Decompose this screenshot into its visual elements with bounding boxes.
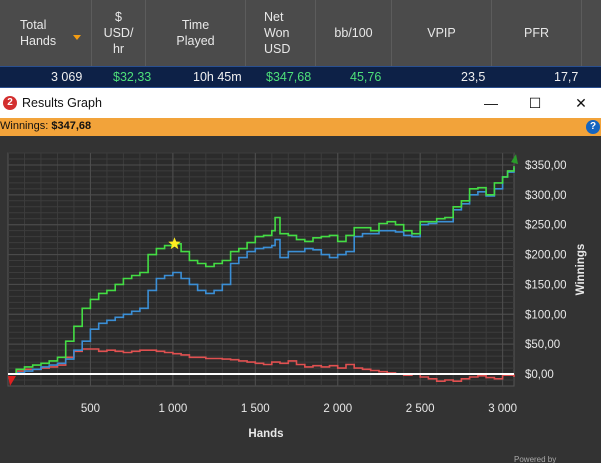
window-titlebar[interactable]: 2 Results Graph — ☐ ✕ [0, 88, 601, 118]
sort-descending-icon[interactable] [73, 35, 81, 40]
stats-table-row[interactable]: 3 069 $32,33 10h 45m $347,68 45,76 23,5 … [0, 66, 601, 88]
close-button[interactable]: ✕ [575, 95, 587, 111]
app-logo-icon: 2 [3, 96, 17, 110]
column-header-bb100[interactable]: bb/100 [316, 0, 392, 66]
cell-vpip: 23,5 [461, 70, 486, 84]
series-line-showdown [8, 167, 515, 375]
minimize-button[interactable]: — [484, 95, 498, 111]
y-tick-label: $50,00 [525, 339, 560, 351]
column-header-total-hands[interactable]: Total Hands [0, 0, 92, 66]
y-tick-label: $350,00 [525, 160, 567, 172]
x-tick-label: 1 000 [158, 403, 187, 415]
winnings-infobar: Winnings: $347,68 ? [0, 118, 601, 136]
series-line-non-showdown [8, 348, 515, 382]
series-line-winnings [8, 166, 515, 375]
x-tick-label: 2 500 [406, 403, 435, 415]
column-header-usd-hr[interactable]: $ USD/hr [92, 0, 146, 66]
peak-star-icon [168, 237, 181, 250]
column-header-net-won[interactable]: Net Won USD [246, 0, 316, 66]
column-header-vpip[interactable]: VPIP [392, 0, 492, 66]
y-tick-label: $100,00 [525, 309, 567, 321]
cell-bb100: 45,76 [350, 70, 382, 84]
y-tick-label: $300,00 [525, 190, 567, 202]
x-tick-label: 2 000 [323, 403, 352, 415]
y-tick-label: $250,00 [525, 220, 567, 232]
x-axis-label: Hands [248, 428, 283, 440]
column-header-pfr[interactable]: PFR [492, 0, 582, 66]
y-tick-label: $0,00 [525, 369, 554, 381]
results-graph[interactable]: $0,00 $50,00 $100,00 $150,00 $200,00 $250,00 $… [0, 136, 601, 463]
x-tick-label: 500 [81, 403, 100, 415]
cell-usd-hr: $32,33 [113, 70, 152, 84]
help-icon[interactable]: ? [586, 120, 600, 134]
x-tick-label: 1 500 [241, 403, 270, 415]
start-marker-icon [8, 376, 16, 387]
cell-time-played: 10h 45m [193, 70, 242, 84]
maximize-button[interactable]: ☐ [528, 95, 542, 111]
x-tick-label: 3 000 [488, 403, 517, 415]
y-tick-label: $200,00 [525, 250, 567, 262]
y-axis-label: Winnings [575, 244, 587, 296]
window-title: Results Graph [22, 96, 102, 110]
y-tick-label: $150,00 [525, 279, 567, 291]
end-arrow-icon [511, 154, 518, 165]
results-chart[interactable]: $0,00 $50,00 $100,00 $150,00 $200,00 $250,00 $… [0, 136, 601, 463]
plot-area [7, 152, 515, 387]
winnings-summary: Winnings: $347,68 [0, 120, 92, 132]
stats-table-header: Total Hands $ USD/hr Time Played Net Won USD … [0, 0, 601, 66]
column-header-time-played[interactable]: Time Played [146, 0, 246, 66]
cell-pfr: 17,7 [554, 70, 579, 84]
cell-net-won: $347,68 [266, 70, 312, 84]
powered-by-label: Powered by [514, 455, 557, 463]
cell-total-hands: 3 069 [51, 70, 83, 84]
